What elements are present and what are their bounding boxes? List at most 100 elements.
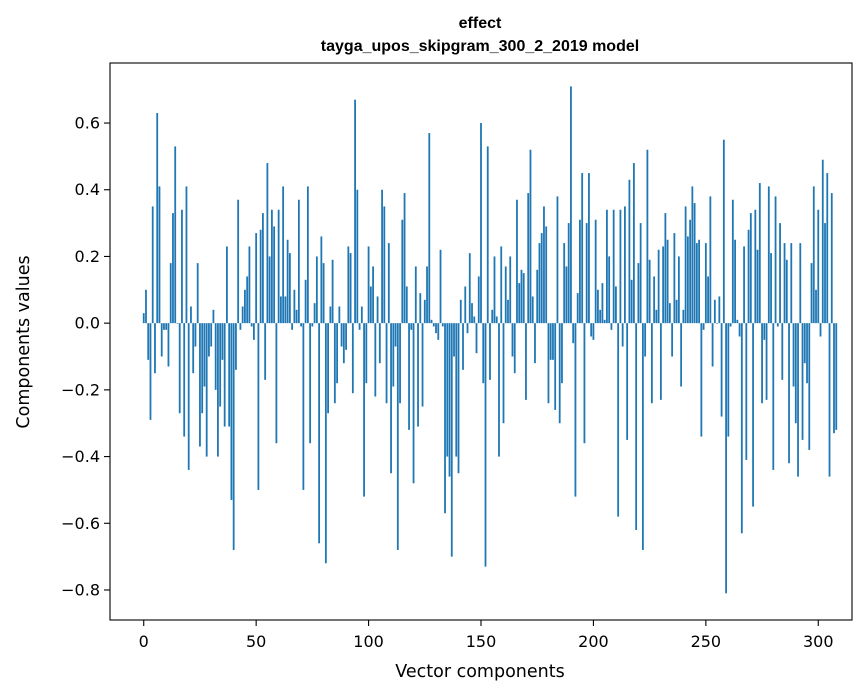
- bar-47: [248, 246, 251, 324]
- bar-119: [410, 323, 413, 330]
- bar-105: [378, 323, 381, 364]
- bar-96: [358, 323, 361, 330]
- bar-187: [563, 243, 566, 324]
- bar-233: [666, 239, 669, 324]
- bar-44: [241, 306, 244, 324]
- bar-53: [262, 213, 264, 324]
- bar-73: [306, 186, 309, 324]
- bar-79: [320, 236, 323, 324]
- bar-25: [199, 323, 201, 447]
- bar-104: [376, 296, 379, 324]
- bar-133: [441, 323, 444, 327]
- y-tick-label: −0.6: [61, 514, 100, 533]
- bar-235: [671, 323, 674, 357]
- bar-308: [835, 323, 838, 430]
- bar-115: [401, 219, 404, 324]
- bar-138: [453, 323, 455, 357]
- y-tick-label: −0.4: [61, 447, 100, 466]
- bar-168: [520, 269, 523, 324]
- bar-241: [684, 206, 687, 324]
- bar-33: [217, 323, 219, 457]
- bar-238: [677, 256, 680, 324]
- x-tick-label: 250: [691, 632, 722, 651]
- bar-94: [354, 99, 356, 324]
- y-axis: −0.8 −0.6 −0.4 −0.2 0.0 0.2 0.4 0.6: [61, 114, 110, 599]
- bar-252: [709, 196, 712, 324]
- bar-87: [338, 306, 341, 324]
- bar-282: [776, 323, 779, 327]
- bar-265: [738, 323, 741, 337]
- bar-139: [455, 323, 458, 457]
- bar-7: [158, 186, 161, 324]
- bar-205: [603, 319, 606, 324]
- bar-190: [570, 86, 572, 324]
- bar-276: [763, 323, 766, 340]
- bar-258: [722, 139, 725, 324]
- bar-41: [235, 323, 237, 370]
- bar-9: [163, 323, 165, 330]
- bar-93: [351, 323, 354, 394]
- bar-216: [628, 179, 631, 324]
- bar-55: [266, 163, 269, 324]
- bar-220: [637, 263, 640, 324]
- x-tick-label: 0: [139, 632, 149, 651]
- bar-293: [801, 323, 804, 440]
- y-tick-label: −0.8: [61, 580, 100, 599]
- bar-196: [583, 323, 586, 444]
- bar-262: [731, 199, 734, 324]
- bar-30: [210, 323, 213, 347]
- bar-70: [300, 323, 303, 327]
- x-axis: 0 50 100 150 200 250 300: [139, 620, 834, 651]
- bar-29: [208, 323, 210, 357]
- bar-65: [288, 253, 291, 324]
- bar-137: [450, 323, 453, 557]
- bar-42: [237, 199, 240, 324]
- bar-106: [381, 189, 383, 324]
- bar-186: [561, 323, 563, 384]
- bar-36: [223, 323, 226, 427]
- bar-240: [682, 309, 685, 324]
- bar-48: [250, 323, 253, 327]
- bar-167: [518, 283, 521, 324]
- bar-27: [203, 323, 206, 387]
- bar-204: [601, 283, 604, 324]
- bar-260: [727, 323, 730, 437]
- bar-299: [815, 289, 817, 324]
- x-axis-label: Vector components: [395, 662, 564, 682]
- bar-283: [779, 223, 781, 324]
- bar-149: [477, 276, 480, 324]
- bar-128: [430, 319, 433, 324]
- bar-296: [808, 323, 811, 450]
- bar-177: [540, 233, 543, 324]
- x-tick-label: 100: [353, 632, 384, 651]
- bar-194: [579, 219, 581, 324]
- bar-156: [493, 256, 496, 324]
- bar-215: [626, 323, 629, 440]
- bar-172: [529, 149, 532, 324]
- bar-89: [342, 323, 345, 364]
- bar-164: [511, 323, 514, 357]
- bar-12: [169, 263, 172, 324]
- bar-257: [720, 323, 723, 417]
- bar-272: [754, 209, 757, 324]
- bar-266: [740, 323, 743, 534]
- bar-201: [594, 219, 597, 324]
- bar-294: [803, 323, 806, 364]
- bar-256: [718, 296, 721, 324]
- bar-58: [273, 226, 276, 324]
- bar-223: [644, 323, 647, 357]
- bar-146: [471, 303, 473, 324]
- bar-113: [396, 323, 399, 550]
- y-tick-label: −0.2: [61, 380, 100, 399]
- bar-289: [792, 323, 795, 387]
- bar-141: [459, 299, 462, 324]
- bar-217: [630, 279, 633, 324]
- bar-237: [675, 299, 678, 324]
- bar-185: [558, 323, 561, 424]
- bar-10: [165, 323, 168, 330]
- bar-126: [426, 266, 428, 324]
- bar-229: [657, 249, 660, 324]
- bar-155: [491, 309, 494, 324]
- bar-49: [253, 323, 255, 340]
- bar-261: [729, 323, 732, 327]
